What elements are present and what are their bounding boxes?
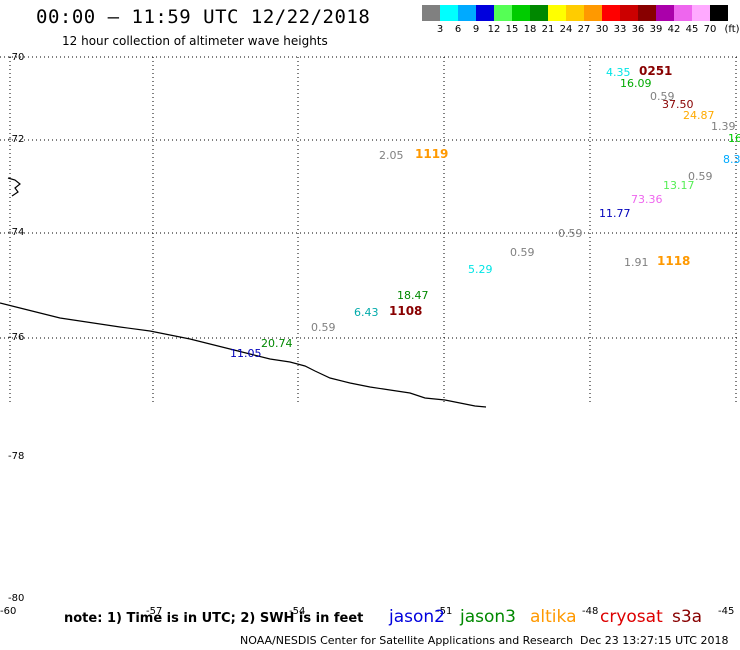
pass-time-label: 1108: [389, 304, 423, 318]
observation-label: 1.91: [624, 256, 649, 269]
observation-label: 0.59: [510, 246, 535, 259]
legend-swatch: [674, 5, 692, 21]
observation-label: 2.05: [379, 149, 404, 162]
coastline: [0, 302, 487, 408]
legend-tick-label: 18: [523, 24, 537, 35]
observation-label: 0.59: [311, 321, 336, 334]
pass-time-label: 1118: [657, 254, 691, 268]
map-title: 00:00 – 11:59 UTC 12/22/2018: [36, 6, 371, 28]
latitude-label: -74: [8, 227, 25, 238]
longitude-label: -57: [146, 606, 163, 617]
observation-label: 5.29: [468, 263, 493, 276]
generation-timestamp: Dec 23 13:27:15 UTC 2018: [580, 634, 729, 647]
legend-unit-label: (ft): [724, 24, 740, 35]
legend-tick-label: 3: [436, 24, 444, 35]
legend-tick-label: 36: [631, 24, 645, 35]
legend-swatch: [620, 5, 638, 21]
legend-swatch: [692, 5, 710, 21]
latitude-label: -80: [8, 593, 25, 604]
legend-tick-label: 15: [505, 24, 519, 35]
legend-tick-label: 6: [454, 24, 462, 35]
latitude-label: -78: [8, 451, 25, 462]
graticule: [0, 56, 740, 405]
map-subtitle: 12 hour collection of altimeter wave hei…: [62, 34, 328, 48]
legend-tick-label: 27: [577, 24, 591, 35]
observation-label: 0.59: [558, 227, 583, 240]
pass-time-label: 0251: [639, 64, 673, 78]
legend-tick-label: 42: [667, 24, 681, 35]
legend-swatch: [440, 5, 458, 21]
legend-tick-label: 21: [541, 24, 555, 35]
legend-swatch: [584, 5, 602, 21]
latitude-label: -70: [8, 52, 25, 63]
legend-swatch: [548, 5, 566, 21]
coastline-fragment: [7, 177, 21, 197]
legend-tick-label: 12: [487, 24, 501, 35]
legend-swatch: [656, 5, 674, 21]
legend-tick-label: 24: [559, 24, 573, 35]
observation-label: 24.87: [683, 109, 715, 122]
observation-label: 11.77: [599, 207, 631, 220]
legend-swatch: [458, 5, 476, 21]
longitude-label: -48: [582, 606, 599, 617]
observation-label: 16: [728, 132, 740, 145]
legend-swatch: [476, 5, 494, 21]
observation-label: 13.17: [663, 179, 695, 192]
longitude-label: -60: [0, 606, 17, 617]
observation-label: 0.59: [688, 170, 713, 183]
mission-altika: altika: [530, 607, 577, 627]
observation-label: 6.43: [354, 306, 379, 319]
longitude-label: -45: [718, 606, 735, 617]
mission-s3a: s3a: [672, 607, 703, 627]
legend-swatch: [710, 5, 728, 21]
observation-label: 37.50: [662, 98, 694, 111]
observation-label: 20.74: [261, 337, 293, 350]
observation-label: 16.09: [620, 77, 652, 90]
footer-note: note: 1) Time is in UTC; 2) SWH is in fe…: [64, 611, 364, 626]
observation-label: 18.47: [397, 289, 429, 302]
longitude-label: -54: [289, 606, 306, 617]
legend-swatch: [638, 5, 656, 21]
pass-time-label: 1119: [415, 147, 449, 161]
observation-label: 4.35: [606, 66, 631, 79]
credit-line: NOAA/NESDIS Center for Satellite Applica…: [240, 634, 574, 647]
longitude-label: -51: [436, 606, 453, 617]
legend-swatch: [494, 5, 512, 21]
legend-tick-label: 33: [613, 24, 627, 35]
legend-tick-label: 30: [595, 24, 609, 35]
legend-tick-label: 70: [703, 24, 717, 35]
legend-swatch: [602, 5, 620, 21]
mission-jason3: jason3: [460, 607, 516, 627]
legend-swatch: [422, 5, 440, 21]
observation-label: 11.05: [230, 347, 262, 360]
legend-swatch: [530, 5, 548, 21]
legend-swatch: [512, 5, 530, 21]
observation-label: 73.36: [631, 193, 663, 206]
observation-label: 1.39: [711, 120, 736, 133]
observation-label: 8.3: [723, 153, 740, 166]
latitude-label: -72: [8, 134, 25, 145]
legend-tick-label: 9: [472, 24, 480, 35]
mission-jason2: jason2: [389, 607, 445, 627]
legend-tick-label: 45: [685, 24, 699, 35]
mission-cryosat: cryosat: [600, 607, 663, 627]
legend-swatch: [566, 5, 584, 21]
legend-tick-label: 39: [649, 24, 663, 35]
latitude-label: -76: [8, 332, 25, 343]
observation-label: 0.59: [650, 90, 675, 103]
